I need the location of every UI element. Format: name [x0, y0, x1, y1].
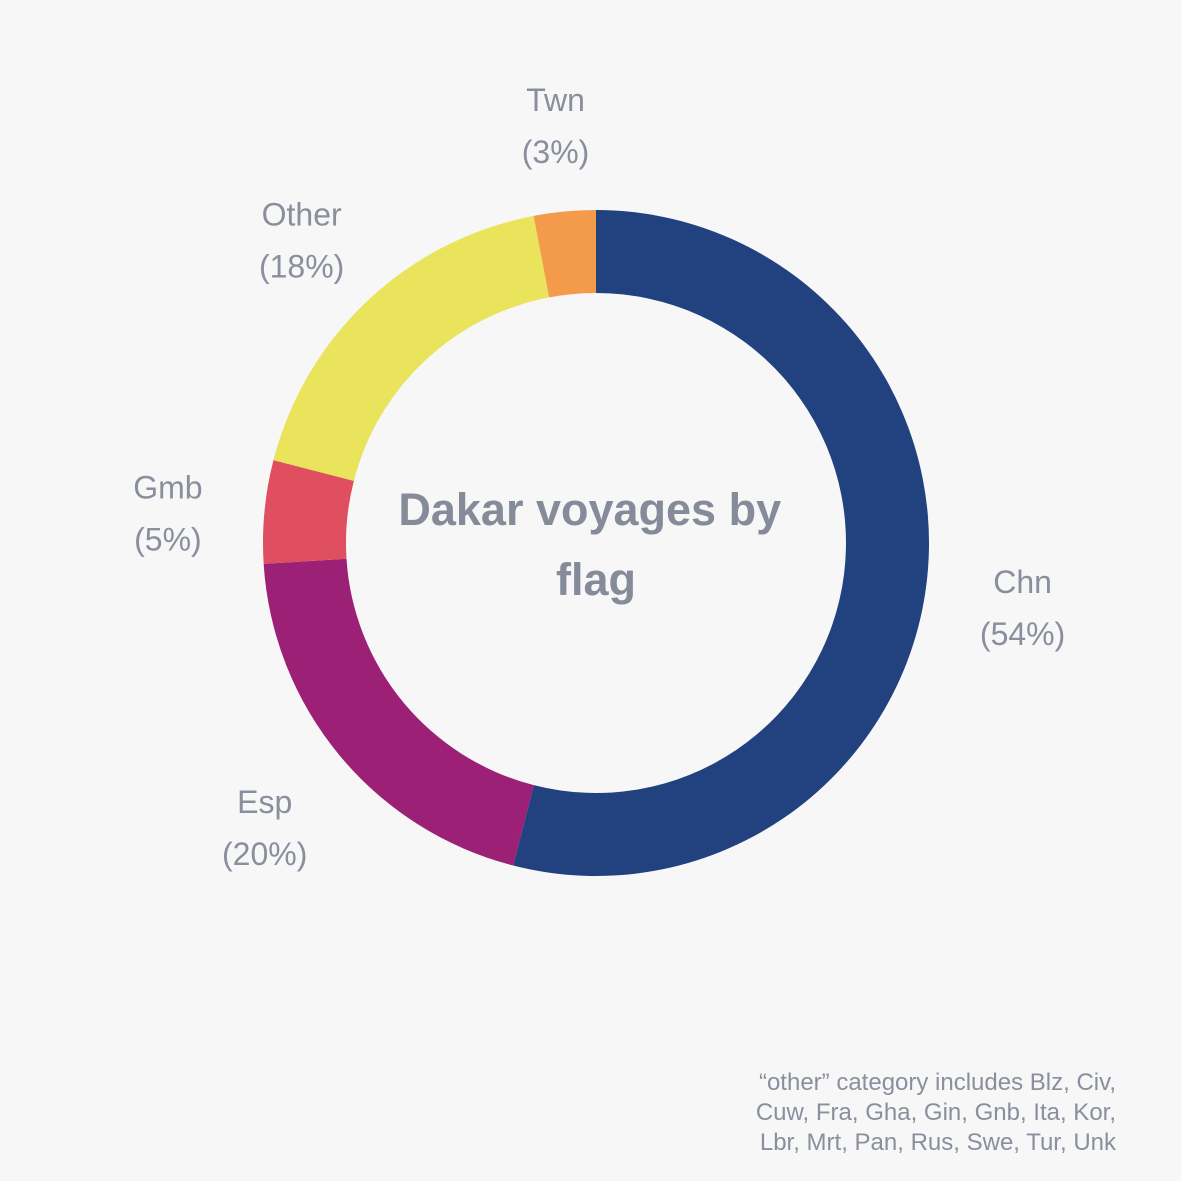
footnote-line-2: Cuw, Fra, Gha, Gin, Gnb, Ita, Kor,	[755, 1099, 1116, 1126]
slice-label-chn: Chn (54%)	[980, 564, 1065, 652]
footnote: “other” category includes Blz, Civ, Cuw,…	[696, 1068, 1116, 1158]
slice-label-name: Twn	[526, 82, 585, 118]
slice-label-twn: Twn (3%)	[522, 82, 590, 170]
slice-label-name: Esp	[237, 784, 292, 820]
chart-title-line-2: flag	[556, 554, 636, 605]
footnote-line-1: “other” category includes Blz, Civ,	[758, 1069, 1116, 1096]
slice-twn	[533, 210, 596, 298]
slice-esp	[263, 558, 534, 866]
footnote-line-3: Lbr, Mrt, Pan, Rus, Swe, Tur, Unk	[759, 1129, 1116, 1156]
slice-gmb	[263, 460, 354, 564]
slice-label-percent: (20%)	[222, 836, 307, 872]
slice-label-percent: (54%)	[980, 616, 1065, 652]
slice-label-name: Chn	[993, 564, 1052, 600]
chart-title-line-1: Dakar voyages by	[398, 484, 781, 535]
chart-title: Dakar voyages by flag	[398, 484, 793, 605]
slice-label-esp: Esp (20%)	[222, 784, 307, 872]
slice-label-other: Other (18%)	[259, 197, 344, 285]
donut-slices	[263, 210, 930, 876]
slice-label-percent: (3%)	[522, 134, 590, 170]
slice-labels: Chn (54%) Esp (20%) Gmb (5%) Other (18%) Twn (3%)	[133, 82, 1065, 872]
slice-chn	[513, 210, 930, 876]
slice-other	[273, 215, 550, 481]
slice-label-percent: (18%)	[259, 249, 344, 285]
slice-label-name: Gmb	[133, 470, 202, 506]
slice-label-name: Other	[262, 197, 342, 233]
slice-label-percent: (5%)	[134, 522, 202, 558]
slice-label-gmb: Gmb (5%)	[133, 470, 202, 558]
